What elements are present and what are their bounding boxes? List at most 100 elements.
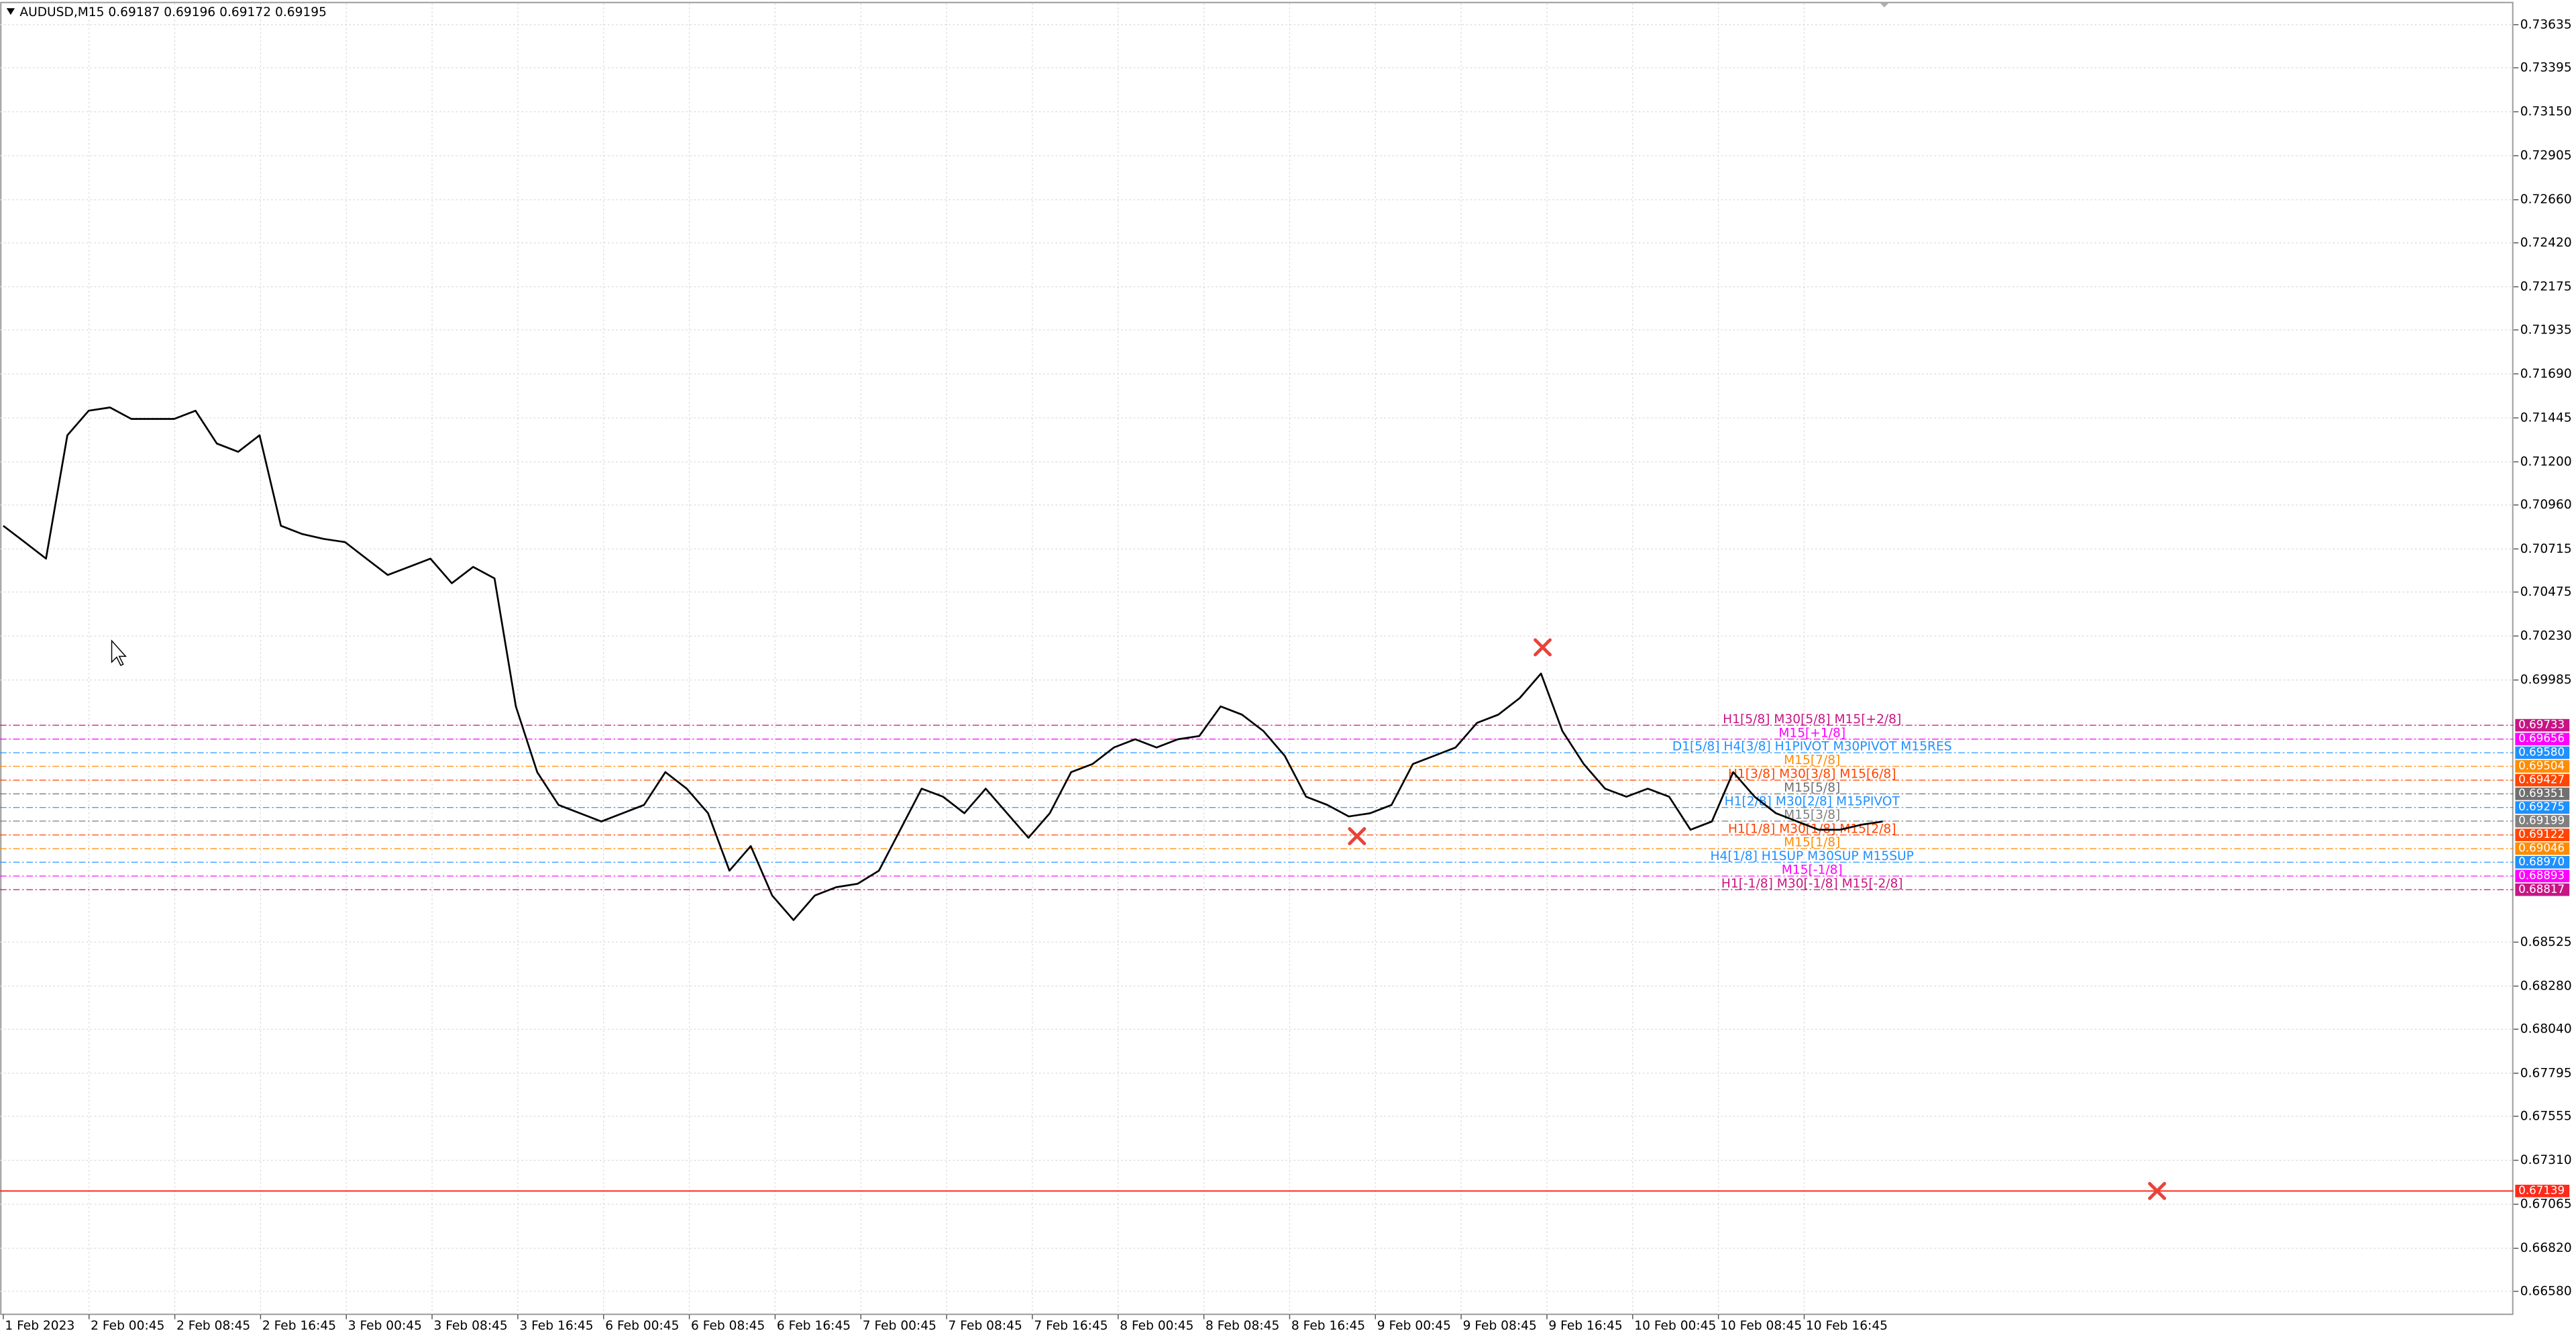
x-tick-label: 8 Feb 16:45 [1291, 1319, 1365, 1333]
price-tag-label: 0.69046 [2518, 841, 2565, 854]
y-tick-label: 0.68040 [2520, 1022, 2572, 1036]
price-tag [2515, 828, 2570, 841]
y-tick-label: 0.72905 [2520, 149, 2572, 163]
y-tick-label: 0.72420 [2520, 235, 2572, 250]
y-tick-label: 0.71690 [2520, 367, 2572, 381]
price-tag-label: 0.69733 [2518, 718, 2565, 731]
price-tag-label: 0.69427 [2518, 773, 2565, 786]
price-tag-label: 0.69122 [2518, 828, 2565, 841]
y-tick-label: 0.73635 [2520, 17, 2572, 32]
price-tag-label: 0.69351 [2518, 787, 2565, 800]
y-tick-label: 0.67065 [2520, 1197, 2572, 1212]
y-tick-label: 0.73150 [2520, 105, 2572, 119]
y-tick-label: 0.71200 [2520, 455, 2572, 469]
y-tick-label: 0.69985 [2520, 673, 2572, 687]
y-tick-label: 0.73395 [2520, 61, 2572, 75]
y-tick-label: 0.68525 [2520, 935, 2572, 949]
price-tag [2515, 773, 2570, 787]
x-tick-label: 7 Feb 16:45 [1034, 1319, 1108, 1333]
y-tick-label: 0.72175 [2520, 280, 2572, 294]
price-tag [2515, 733, 2570, 746]
x-tick-label: 2 Feb 08:45 [176, 1319, 250, 1333]
x-tick-label: 2 Feb 16:45 [262, 1319, 336, 1333]
level-label: H4[1/8] H1SUP M30SUP M15SUP [1711, 849, 1914, 863]
y-tick-label: 0.70715 [2520, 542, 2572, 556]
x-tick-label: 10 Feb 16:45 [1806, 1319, 1888, 1333]
price-tag [2515, 801, 2570, 814]
price-tag-label: 0.69199 [2518, 814, 2565, 827]
level-label: H1[5/8] M30[5/8] M15[+2/8] [1723, 712, 1901, 727]
x-tick-label: 8 Feb 08:45 [1205, 1319, 1279, 1333]
level-label: D1[5/8] H4[3/8] H1PIVOT M30PIVOT M15RES [1672, 740, 1952, 754]
x-tick-label: 10 Feb 00:45 [1634, 1319, 1716, 1333]
level-label: M15[5/8] [1784, 781, 1840, 795]
x-tick-label: 6 Feb 08:45 [691, 1319, 765, 1333]
price-tag-label: 0.68893 [2518, 869, 2565, 881]
y-tick-label: 0.68280 [2520, 979, 2572, 993]
mouse-cursor [111, 639, 127, 666]
price-tag [2515, 856, 2570, 869]
y-tick-label: 0.67795 [2520, 1066, 2572, 1080]
price-tag [2515, 718, 2570, 732]
price-tag [2515, 788, 2570, 800]
x-tick-label: 3 Feb 08:45 [434, 1319, 508, 1333]
alert-tag-label: 0.67139 [2518, 1184, 2565, 1197]
menu-arrow[interactable] [6, 8, 15, 15]
plot-area [0, 1, 2514, 1316]
y-tick-label: 0.71445 [2520, 411, 2572, 425]
price-tag-label: 0.68817 [2518, 883, 2565, 896]
labels: 0.73635 0.73395 0.73150 0.72905 0.72660 0.724… [3, 17, 2572, 1333]
x-tick-label: 6 Feb 16:45 [777, 1319, 851, 1333]
y-tick-label: 0.72660 [2520, 193, 2572, 207]
x-tick-label: 9 Feb 16:45 [1548, 1319, 1622, 1333]
price-tag [2515, 883, 2570, 896]
x-tick-label: 1 Feb 2023 [5, 1319, 74, 1333]
price-tag [2515, 842, 2570, 855]
y-tick-label: 0.66580 [2520, 1284, 2572, 1298]
y-tick-label: 0.67310 [2520, 1153, 2572, 1167]
x-tick-label: 6 Feb 00:45 [605, 1319, 679, 1333]
price-tag [2515, 746, 2570, 759]
y-tick-label: 0.71935 [2520, 323, 2572, 337]
chart-title: AUDUSD,M15 0.69187 0.69196 0.69172 0.691… [19, 5, 327, 19]
x-tick-label: 3 Feb 00:45 [348, 1319, 422, 1333]
grid [0, 3, 2514, 1315]
price-line [3, 407, 1883, 921]
level-label: H1[2/8] M30[2/8] M15PIVOT [1725, 794, 1900, 808]
shift-marker[interactable] [1879, 2, 1890, 8]
levels: H1[5/8] M30[5/8] M15[+2/8] 0.69733 M15[+1/… [0, 712, 2570, 1197]
level-label: M15[+1/8] [1778, 726, 1845, 740]
x-tick-label: 7 Feb 08:45 [949, 1319, 1022, 1333]
price-tag-label: 0.69275 [2518, 800, 2565, 813]
x-tick-label: 8 Feb 00:45 [1120, 1319, 1193, 1333]
level-label: M15[7/8] [1784, 753, 1840, 767]
x-tick-label: 9 Feb 00:45 [1377, 1319, 1451, 1333]
price-tag [2515, 869, 2570, 883]
cross-marker [1534, 638, 1552, 657]
price-tag-label: 0.69656 [2518, 732, 2565, 745]
level-label: H1[3/8] M30[3/8] M15[6/8] [1728, 767, 1896, 782]
level-label: H1[-1/8] M30[-1/8] M15[-2/8] [1721, 877, 1903, 891]
cross-marker [2148, 1181, 2166, 1200]
level-label: M15[1/8] [1784, 836, 1840, 850]
y-tick-label: 0.70960 [2520, 498, 2572, 512]
price-tag-label: 0.69504 [2518, 759, 2565, 772]
x-tick-label: 9 Feb 08:45 [1463, 1319, 1537, 1333]
y-tick-label: 0.67555 [2520, 1110, 2572, 1124]
x-tick-label: 3 Feb 16:45 [519, 1319, 593, 1333]
y-tick-label: 0.70475 [2520, 585, 2572, 599]
alert-tag [2515, 1185, 2570, 1197]
x-tick-label: 7 Feb 00:45 [863, 1319, 936, 1333]
y-tick-label: 0.66820 [2520, 1241, 2572, 1255]
y-tick-label: 0.70230 [2520, 629, 2572, 643]
price-tag [2515, 814, 2570, 828]
x-tick-label: 10 Feb 08:45 [1720, 1319, 1802, 1333]
level-label: M15[3/8] [1784, 808, 1840, 822]
price-tag [2515, 760, 2570, 773]
price-tag-label: 0.68970 [2518, 855, 2565, 868]
price-tag-label: 0.69580 [2518, 746, 2565, 759]
level-label: M15[-1/8] [1782, 863, 1843, 877]
cross-marker [1348, 827, 1366, 845]
